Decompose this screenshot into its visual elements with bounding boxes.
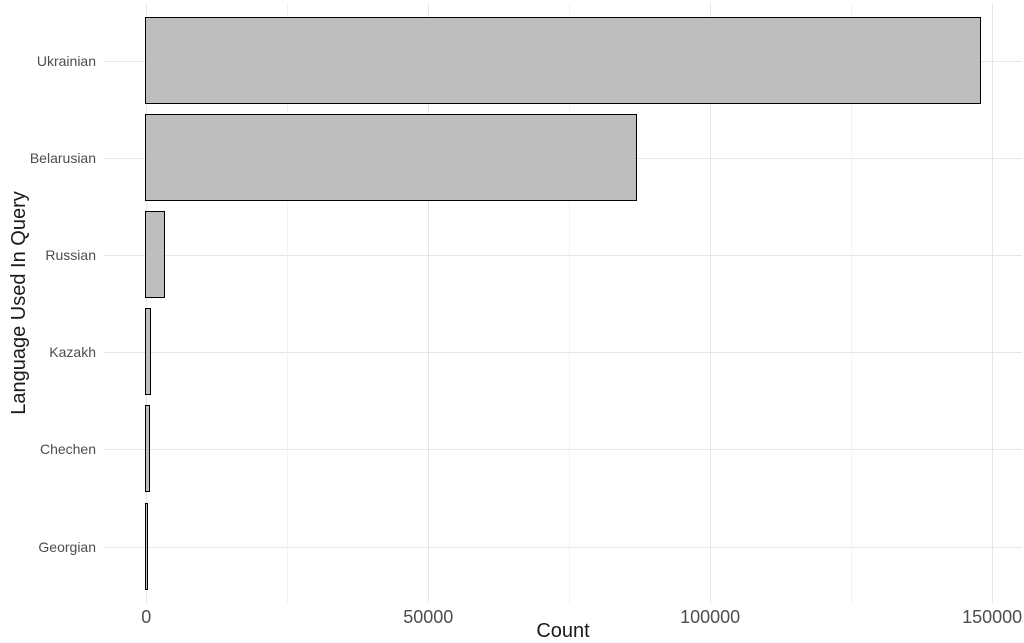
- bar-chechen: [144, 405, 151, 493]
- x-axis-tick-label-100000: 100000: [680, 607, 741, 627]
- y-axis-label-kazakh: Kazakh: [49, 344, 96, 361]
- bar-ukrainian: [144, 16, 982, 104]
- gridline-h-georgian: [104, 546, 1022, 548]
- x-axis-tick-label-50000: 50000: [403, 607, 454, 627]
- bar-russian: [144, 210, 165, 298]
- x-axis-tick-label-0: 0: [141, 607, 152, 627]
- y-axis-label-ukrainian: Ukrainian: [36, 52, 96, 69]
- x-axis-tick-label-150000: 150000: [962, 607, 1023, 627]
- y-axis-label-russian: Russian: [45, 246, 96, 263]
- y-axis-label-belarusian: Belarusian: [29, 149, 96, 166]
- gridline-v-major-0: [146, 3, 148, 603]
- bar-kazakh: [144, 308, 152, 396]
- gridline-v-major-50000: [428, 3, 430, 603]
- gridline-v-major-100000: [710, 3, 712, 603]
- bar-belarusian: [144, 113, 638, 201]
- gridline-h-chechen: [104, 449, 1022, 451]
- y-axis-label-chechen: Chechen: [39, 441, 96, 458]
- y-axis-title: Language Used In Query: [8, 191, 30, 415]
- y-axis-label-georgian: Georgian: [38, 538, 96, 555]
- gridline-h-russian: [104, 254, 1022, 256]
- x-axis-title: Count: [536, 620, 590, 642]
- gridline-v-minor-75000: [569, 3, 571, 603]
- bar-georgian: [144, 502, 148, 590]
- gridline-v-minor-25000: [287, 3, 289, 603]
- gridline-h-kazakh: [104, 352, 1022, 354]
- gridline-v-major-150000: [992, 3, 994, 603]
- gridline-v-minor-125000: [851, 3, 853, 603]
